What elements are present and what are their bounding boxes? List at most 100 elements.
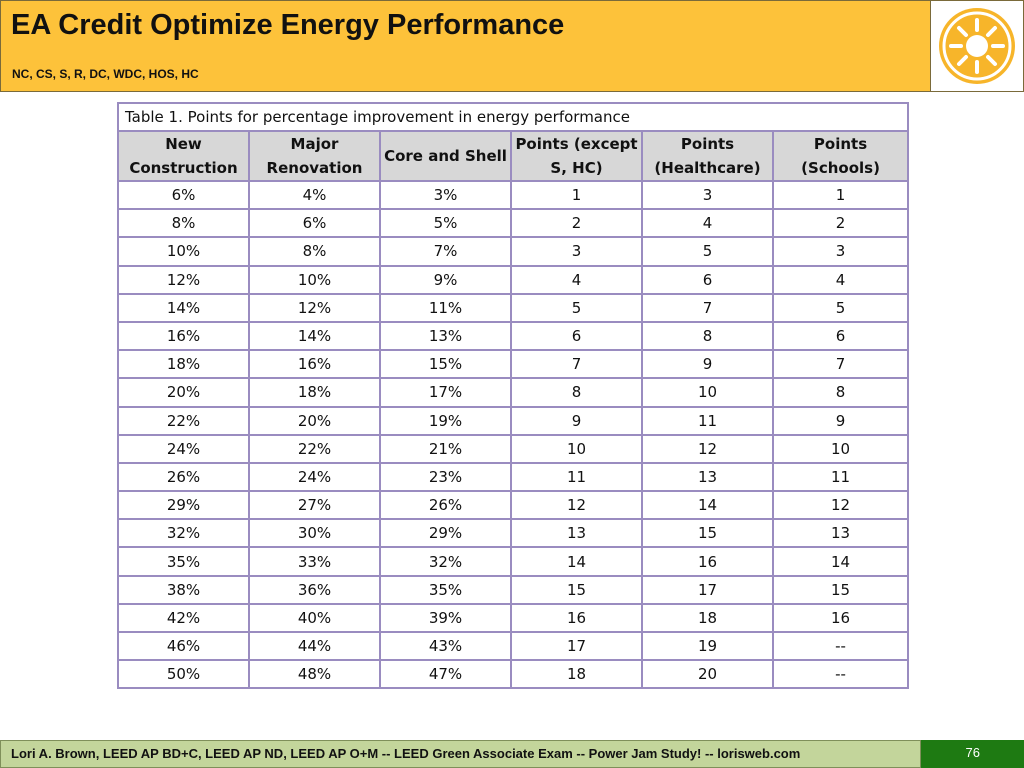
table-cell: 16 — [771, 602, 910, 634]
points-table: Table 1. Points for percentage improveme… — [116, 102, 910, 690]
table-cell: 46% — [117, 630, 250, 662]
table-cell: 16% — [117, 320, 250, 352]
table-cell: 3% — [379, 179, 512, 211]
table-cell: 15 — [641, 518, 774, 549]
table-cell: 35% — [379, 574, 512, 605]
slide-subtitle: NC, CS, S, R, DC, WDC, HOS, HC — [12, 67, 199, 81]
table-row: 22% 20% 19% 9 11 9 — [117, 405, 910, 436]
table-cell: 3 — [510, 236, 643, 267]
table-caption: Table 1. Points for percentage improveme… — [116, 102, 910, 132]
table-cell: 3 — [641, 179, 774, 211]
table-cell: 32% — [379, 546, 512, 577]
table-cell: 9 — [771, 405, 910, 436]
table-row: 42% 40% 39% 16 18 16 — [117, 602, 910, 634]
table-cell: 18% — [117, 349, 250, 380]
table-cell: 15% — [379, 349, 512, 380]
table-row: 35% 33% 32% 14 16 14 — [117, 546, 910, 577]
table-cell: 36% — [248, 574, 381, 605]
table-cell: 6 — [641, 264, 774, 295]
table-cell: 14 — [771, 546, 910, 577]
table-cell: 10 — [641, 377, 774, 408]
table-cell: 6% — [117, 179, 250, 211]
table-cell: 19% — [379, 405, 512, 436]
table-cell: 4 — [771, 264, 910, 295]
table-cell: 26% — [117, 461, 250, 493]
table-cell: 42% — [117, 602, 250, 634]
table-cell: 50% — [117, 659, 250, 690]
table-cell: 8% — [117, 208, 250, 239]
table-row: 24% 22% 21% 10 12 10 — [117, 433, 910, 464]
column-header: Points (Schools) — [771, 130, 910, 182]
table-cell: 18 — [641, 602, 774, 634]
table-cell: 16 — [510, 602, 643, 634]
table-row: 8% 6% 5% 2 4 2 — [117, 208, 910, 239]
table-cell: 9 — [510, 405, 643, 436]
table-cell: 13 — [771, 518, 910, 549]
table-cell: 2 — [771, 208, 910, 239]
table-cell: 39% — [379, 602, 512, 634]
table-cell: 22% — [248, 433, 381, 464]
table-row: 38% 36% 35% 15 17 15 — [117, 574, 910, 605]
table-cell: 15 — [771, 574, 910, 605]
slide-header: EA Credit Optimize Energy Performance NC… — [0, 0, 931, 92]
table-cell: 27% — [248, 490, 381, 521]
table-cell: 8 — [641, 320, 774, 352]
table-cell: 22% — [117, 405, 250, 436]
table-cell: 7 — [641, 292, 774, 323]
table-cell: 16% — [248, 349, 381, 380]
table-row: 18% 16% 15% 7 9 7 — [117, 349, 910, 380]
table-cell: 32% — [117, 518, 250, 549]
table-cell: 5 — [771, 292, 910, 323]
table-cell: 20% — [117, 377, 250, 408]
table-cell: 33% — [248, 546, 381, 577]
table-cell: 17 — [510, 630, 643, 662]
table-cell: 15 — [510, 574, 643, 605]
sun-logo-icon — [939, 8, 1015, 84]
table-cell: 9% — [379, 264, 512, 295]
table-cell: 17 — [641, 574, 774, 605]
table-cell: 12 — [771, 490, 910, 521]
table-cell: 18 — [510, 659, 643, 690]
table-cell: 10 — [510, 433, 643, 464]
table-cell: 29% — [117, 490, 250, 521]
table-row: 50% 48% 47% 18 20 -- — [117, 659, 910, 690]
table-cell: -- — [771, 630, 910, 662]
table-cell: 4% — [248, 179, 381, 211]
table-row: 6% 4% 3% 1 3 1 — [117, 179, 910, 211]
table-row: 29% 27% 26% 12 14 12 — [117, 490, 910, 521]
table-cell: 18% — [248, 377, 381, 408]
page-number-box: 76 — [921, 740, 1024, 768]
slide-title: EA Credit Optimize Energy Performance — [11, 9, 565, 41]
table-cell: 14% — [117, 292, 250, 323]
table-cell: 29% — [379, 518, 512, 549]
table-row: 26% 24% 23% 11 13 11 — [117, 461, 910, 493]
table-cell: -- — [771, 659, 910, 690]
table-cell: 44% — [248, 630, 381, 662]
table-cell: 2 — [510, 208, 643, 239]
table-row: 12% 10% 9% 4 6 4 — [117, 264, 910, 295]
table-cell: 26% — [379, 490, 512, 521]
table-header-row: New Construction Major Renovation Core a… — [117, 130, 910, 182]
table-cell: 11% — [379, 292, 512, 323]
table-cell: 6 — [771, 320, 910, 352]
table-cell: 35% — [117, 546, 250, 577]
table-cell: 8% — [248, 236, 381, 267]
table-cell: 13 — [510, 518, 643, 549]
table-cell: 14 — [641, 490, 774, 521]
table-cell: 11 — [510, 461, 643, 493]
table-cell: 10% — [117, 236, 250, 267]
table-cell: 5% — [379, 208, 512, 239]
table-row: 46% 44% 43% 17 19 -- — [117, 630, 910, 662]
table-cell: 11 — [771, 461, 910, 493]
table-cell: 20 — [641, 659, 774, 690]
table-cell: 16 — [641, 546, 774, 577]
table-row: 20% 18% 17% 8 10 8 — [117, 377, 910, 408]
table-cell: 3 — [771, 236, 910, 267]
table-cell: 30% — [248, 518, 381, 549]
table-cell: 9 — [641, 349, 774, 380]
table-cell: 13 — [641, 461, 774, 493]
table-row: 32% 30% 29% 13 15 13 — [117, 518, 910, 549]
table-cell: 19 — [641, 630, 774, 662]
table-cell: 4 — [641, 208, 774, 239]
table-cell: 10% — [248, 264, 381, 295]
